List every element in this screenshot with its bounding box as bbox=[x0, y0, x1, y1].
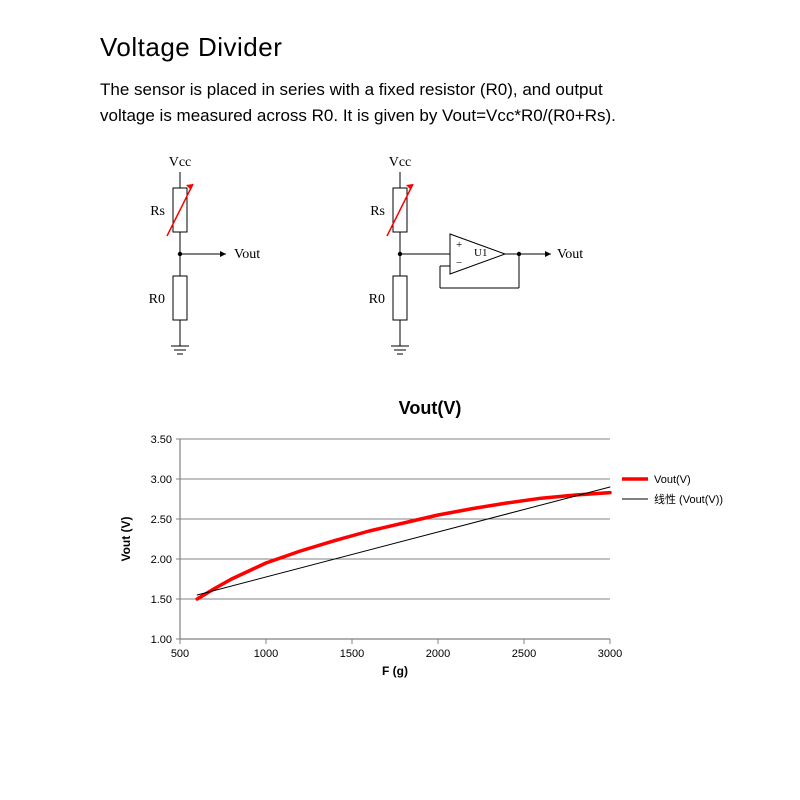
svg-text:Vout(V): Vout(V) bbox=[654, 474, 691, 486]
svg-text:2000: 2000 bbox=[426, 648, 450, 660]
svg-text:Vout: Vout bbox=[557, 247, 583, 262]
svg-text:1000: 1000 bbox=[254, 648, 278, 660]
svg-text:Rs: Rs bbox=[150, 204, 165, 219]
svg-text:Vout: Vout bbox=[234, 247, 260, 262]
svg-text:Vcc: Vcc bbox=[169, 155, 192, 170]
svg-text:F (g): F (g) bbox=[382, 664, 408, 678]
svg-text:3.50: 3.50 bbox=[151, 434, 172, 446]
svg-text:Vcc: Vcc bbox=[389, 155, 412, 170]
svg-text:1.50: 1.50 bbox=[151, 594, 172, 606]
svg-text:2.50: 2.50 bbox=[151, 514, 172, 526]
vout-chart: 1.00 1.50 2.00 2.50 3.00 3.50 500 1000 1500 2000 2… bbox=[100, 429, 740, 709]
svg-text:U1: U1 bbox=[474, 247, 487, 259]
svg-text:R0: R0 bbox=[369, 292, 385, 307]
circuit-diagrams: Vcc Rs Vout R0 Vcc Rs + −U1 Vout R0 bbox=[100, 148, 700, 388]
svg-text:线性 (Vout(V)): 线性 (Vout(V)) bbox=[654, 492, 723, 506]
svg-text:3000: 3000 bbox=[598, 648, 622, 660]
svg-text:+: + bbox=[456, 239, 462, 251]
svg-text:Vout (V): Vout (V) bbox=[119, 516, 133, 561]
svg-text:−: − bbox=[456, 257, 462, 269]
svg-text:500: 500 bbox=[171, 648, 189, 660]
svg-text:Rs: Rs bbox=[370, 204, 385, 219]
description-text: The sensor is placed in series with a fi… bbox=[100, 77, 660, 128]
svg-text:1.00: 1.00 bbox=[151, 634, 172, 646]
svg-text:3.00: 3.00 bbox=[151, 474, 172, 486]
svg-text:1500: 1500 bbox=[340, 648, 364, 660]
chart-title: Vout(V) bbox=[100, 398, 760, 419]
svg-text:2500: 2500 bbox=[512, 648, 536, 660]
page-title: Voltage Divider bbox=[100, 32, 760, 63]
svg-text:R0: R0 bbox=[149, 292, 165, 307]
svg-text:2.00: 2.00 bbox=[151, 554, 172, 566]
